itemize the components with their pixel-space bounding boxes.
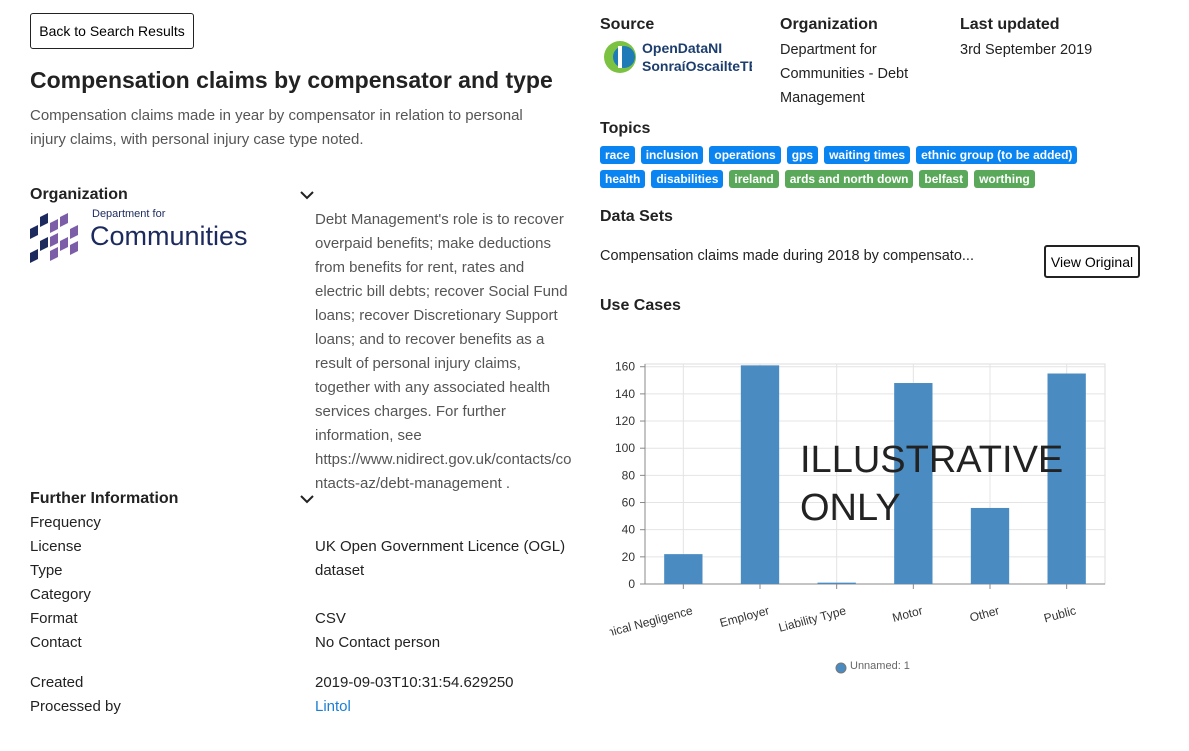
x-tick-label: Employer	[718, 603, 771, 630]
y-tick-label: 20	[622, 550, 636, 564]
info-label: License	[30, 538, 82, 555]
tag[interactable]: ethnic group (to be added)	[916, 146, 1078, 164]
info-value: No Contact person	[315, 634, 441, 651]
info-value: 2019-09-03T10:31:54.629250	[315, 674, 514, 691]
usecases-heading: Use Cases	[600, 297, 681, 314]
info-label: Category	[30, 586, 91, 603]
source-logo: OpenDataNI SonraíOscailteTÉ	[604, 40, 752, 74]
info-label: Type	[30, 562, 63, 579]
logo-large: Communities	[90, 221, 248, 251]
tag[interactable]: operations	[709, 146, 781, 164]
y-tick-label: 100	[615, 441, 635, 455]
tag[interactable]: waiting times	[824, 146, 911, 164]
updated-heading: Last updated	[960, 16, 1060, 33]
info-label: Format	[30, 610, 78, 627]
info-label: Contact	[30, 634, 82, 651]
logo-line1: OpenDataNI	[642, 40, 722, 56]
tag[interactable]: race	[600, 146, 635, 164]
tags: race inclusion operations gps waiting times e…	[600, 146, 1090, 194]
y-tick-label: 80	[622, 468, 636, 482]
datasets-heading: Data Sets	[600, 208, 673, 225]
y-tick-label: 160	[615, 360, 635, 374]
meta-org-heading: Organization	[780, 16, 878, 33]
tag[interactable]: worthing	[974, 170, 1035, 188]
chart: 0 20 40 60 80 100 120 140 160 Clinical Negligence…	[600, 360, 1106, 674]
bar	[817, 582, 856, 584]
tag[interactable]: belfast	[919, 170, 969, 188]
meta-org-value: Department for Communities - Debt Manage…	[780, 42, 909, 106]
x-tick-label: Liability Type	[777, 603, 848, 635]
tag[interactable]: ards and north down	[784, 170, 914, 188]
chevron[interactable]	[298, 188, 316, 202]
bar	[740, 365, 780, 584]
further-heading: Further Information	[30, 490, 179, 507]
info-label: Frequency	[30, 514, 101, 531]
y-tick-label: 60	[622, 496, 636, 510]
org-text: Debt Management's role is to recover ove…	[315, 211, 572, 492]
y-tick-label: 140	[615, 387, 635, 401]
org-logo: Department for Communities	[30, 208, 248, 263]
bar	[970, 507, 1010, 584]
info-value: dataset	[315, 562, 365, 579]
info-label: Created	[30, 674, 84, 691]
tag[interactable]: health	[600, 170, 646, 188]
info-value: CSV	[315, 610, 346, 627]
tag[interactable]: gps	[786, 146, 819, 164]
x-tick-label: Motor	[891, 603, 924, 624]
legend-label: Unnamed: 1	[850, 660, 910, 672]
bar	[1047, 373, 1086, 584]
dataset-item[interactable]: Compensation claims made during 2018 by …	[600, 248, 974, 264]
watermark: ILLUSTRATIVE ONLY	[800, 439, 1064, 529]
view-original[interactable]: View Original	[1044, 245, 1140, 278]
logo-line2: SonraíOscailteTÉ	[642, 58, 752, 74]
info-label: Processed by	[30, 698, 121, 715]
bar	[894, 383, 933, 584]
source-heading: Source	[600, 16, 655, 33]
topics-heading: Topics	[600, 120, 651, 137]
y-tick-label: 120	[615, 414, 635, 428]
x-tick-label: Clinical Negligence	[600, 603, 694, 643]
legend-swatch	[835, 662, 847, 674]
x-tick-label: Other	[968, 603, 1001, 624]
title: Compensation claims by compensator and t…	[30, 67, 553, 93]
back-button[interactable]: Back to Search Results	[30, 13, 194, 49]
x-tick-label: Public	[1042, 603, 1077, 625]
bar	[664, 554, 703, 584]
updated-value: 3rd September 2019	[960, 42, 1093, 58]
chevron[interactable]	[298, 492, 316, 506]
description: Compensation claims made in year by comp…	[30, 107, 523, 148]
y-tick-label: 0	[628, 577, 635, 591]
tag[interactable]: disabilities	[651, 170, 724, 188]
logo-small: Department for	[92, 208, 166, 220]
y-tick-label: 40	[622, 523, 636, 537]
tag[interactable]: inclusion	[640, 146, 704, 164]
org-heading: Organization	[30, 186, 128, 203]
info-value: UK Open Government Licence (OGL)	[315, 538, 566, 555]
tag[interactable]: ireland	[729, 170, 779, 188]
info-value[interactable]: Lintol	[315, 698, 351, 715]
